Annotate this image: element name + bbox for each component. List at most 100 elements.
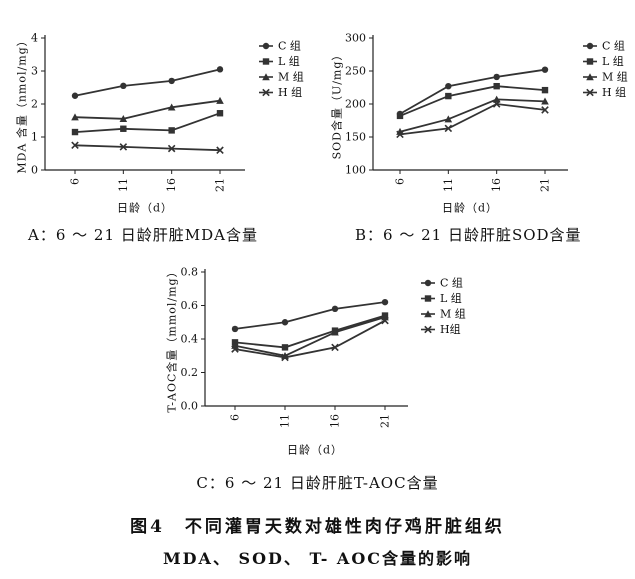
panel-c-y-tick-label: 0.8 bbox=[181, 266, 199, 279]
panel-c-series-2-legend-marker bbox=[424, 295, 432, 302]
panel-c-series-3-line bbox=[234, 316, 386, 357]
panel-c-series-4-point bbox=[281, 353, 289, 362]
panel-b-x-axis-label: 日龄（d） bbox=[442, 201, 498, 215]
panel-c-series-4-legend-label: H组 bbox=[440, 322, 461, 336]
panel-c-x-tick-label: 16 bbox=[329, 414, 342, 428]
panel-c-series-4-legend-marker bbox=[424, 325, 432, 334]
panel-a-y-tick-label: 3 bbox=[31, 65, 38, 78]
panel-c-series-4-line bbox=[234, 319, 386, 359]
panel-b-series-1-point bbox=[541, 66, 549, 73]
panel-c-series-3-point bbox=[331, 328, 339, 336]
panel-b-y-tick-label: 250 bbox=[345, 65, 366, 78]
panel-a-series-1-point bbox=[216, 66, 224, 73]
panel-a-series-1-legend-marker bbox=[262, 42, 270, 50]
panel-a-caption: A：6 ～ 21 日龄肝脏MDA含量 bbox=[28, 226, 258, 244]
panel-b-series-2-line bbox=[399, 85, 546, 117]
figure-title-line-2: MDA、 SOD、 T- AOC含量的影响 bbox=[162, 549, 473, 568]
panel-a-series-3-point bbox=[167, 103, 176, 111]
panel-c-x-tick-label: 11 bbox=[279, 414, 292, 428]
panel-b-series-4-legend-marker bbox=[586, 88, 594, 97]
panel-c-series-1-point bbox=[381, 298, 389, 306]
panel-c-series-2-point bbox=[281, 344, 289, 351]
panel-a-x-tick-label: 21 bbox=[214, 178, 227, 192]
panel-a-series-1-point bbox=[168, 77, 175, 85]
panel-c-y-tick-label: 0.6 bbox=[181, 299, 199, 312]
panel-c-series-4-point bbox=[331, 343, 339, 352]
panel-c-series-4-point bbox=[381, 316, 389, 325]
panel-a-series-1-line bbox=[74, 68, 221, 97]
panel-b-x-tick-label: 16 bbox=[490, 178, 503, 192]
panel-c-series-1-point bbox=[331, 305, 339, 313]
panel-a-series-1-point bbox=[120, 82, 127, 90]
panel-a-series-4-legend-marker bbox=[262, 88, 270, 97]
panel-a-x-tick-label: 6 bbox=[69, 178, 82, 185]
panel-c-y-axis-label: T-AOC含量（mmol/mg） bbox=[165, 265, 179, 412]
panel-a-y-tick-label: 4 bbox=[31, 32, 38, 45]
panel-a-series-2-line bbox=[74, 112, 221, 133]
panel-a-series-3-point bbox=[216, 96, 224, 104]
panel-b-series-2-legend-marker bbox=[586, 58, 594, 65]
panel-b-series-4-point bbox=[492, 100, 501, 108]
panel-b-series-3-point bbox=[541, 97, 549, 105]
panel-c-y-tick-label: 0.4 bbox=[181, 333, 199, 346]
panel-a-y-tick-label: 1 bbox=[31, 131, 38, 144]
panel-a-y-tick-label: 2 bbox=[31, 98, 38, 111]
panel-b-series-2-legend-label: L 组 bbox=[602, 54, 624, 68]
panel-c-y-tick-label: 0.2 bbox=[181, 366, 199, 379]
panel-b-series-3-legend-marker bbox=[586, 73, 594, 81]
panel-c-chart: 0.0 0.2 0.4 0.6 0.8 6 11 16 21 日龄（d） T-AOC含量（mmol/… bbox=[165, 265, 466, 456]
panel-a-x-tick-label: 11 bbox=[117, 178, 130, 192]
panel-b-y-tick-label: 150 bbox=[345, 131, 366, 144]
panel-b-series-3-legend-label: M 组 bbox=[602, 70, 628, 84]
panel-a-series-4-legend-label: H 组 bbox=[278, 85, 302, 99]
panel-b-series-2-point bbox=[493, 82, 500, 90]
panel-c-series-1-point bbox=[231, 325, 239, 333]
panel-c-caption: C：6 ～ 21 日龄肝脏T-AOC含量 bbox=[196, 474, 439, 492]
panel-c-series-1-line bbox=[234, 301, 386, 330]
panel-b-series-3-point bbox=[492, 95, 501, 103]
panel-b-series-1-line bbox=[399, 68, 546, 115]
panel-b-series-1-point bbox=[493, 73, 500, 81]
panel-b-series-1-point bbox=[445, 82, 452, 90]
panel-c-y-tick-label: 0.0 bbox=[181, 400, 199, 413]
panel-b-series-3-line bbox=[399, 98, 546, 133]
panel-c-series-4-point bbox=[231, 345, 239, 353]
panel-a-series-2-point bbox=[120, 125, 127, 132]
panel-a-series-3-legend-marker bbox=[262, 73, 270, 81]
panel-a-series-2-point bbox=[216, 110, 224, 117]
panel-a-series-2-point bbox=[71, 128, 79, 136]
panel-a-series-2-legend-marker bbox=[262, 58, 270, 65]
panel-c-x-tick-label: 21 bbox=[379, 414, 392, 428]
panel-a-series-3-point bbox=[71, 113, 79, 121]
panel-b-y-axis-label: SOD含量（U/mg） bbox=[330, 49, 344, 160]
panel-c-series-2-line bbox=[234, 314, 386, 349]
panel-b-series-4-legend-label: H 组 bbox=[602, 85, 626, 99]
figure-title-line-1: 图4 不同灌胃天数对雄性肉仔鸡肝脏组织 bbox=[130, 517, 505, 537]
panel-b-x-tick-label: 21 bbox=[539, 178, 552, 192]
panel-c-series-1-point bbox=[281, 319, 289, 326]
panel-a-series-2-point bbox=[168, 127, 175, 134]
panel-a-series-1-point bbox=[71, 92, 79, 99]
panel-c-series-3-legend-marker bbox=[424, 310, 432, 318]
panel-a-series-4-point bbox=[119, 143, 128, 151]
panel-a-series-4-point bbox=[71, 141, 79, 150]
panel-b-series-2-point bbox=[541, 86, 549, 94]
panel-b-y-tick-label: 200 bbox=[345, 98, 366, 111]
panel-b-series-3-point bbox=[444, 115, 453, 123]
panel-b-x-tick-label: 6 bbox=[394, 178, 407, 185]
panel-a-series-4-point bbox=[167, 144, 176, 153]
panel-a-chart: 0 1 2 3 4 6 11 16 21 日龄（d） MDA 含量（nmol/mg） C 组L 组 M … bbox=[15, 32, 304, 215]
panel-b-series-4-point bbox=[541, 106, 549, 114]
panel-b-series-4-line bbox=[399, 103, 546, 136]
panel-b-series-1-legend-label: C 组 bbox=[602, 39, 625, 53]
panel-c-x-tick-label: 6 bbox=[229, 414, 242, 421]
panel-b-series-1-legend-marker bbox=[586, 42, 594, 50]
panel-b-chart: 100 150 200 250 300 6 11 16 21 日龄（d） SOD含量（U/mg） C … bbox=[330, 32, 628, 215]
panel-a-series-4-point bbox=[216, 146, 224, 154]
panel-a-x-tick-label: 16 bbox=[165, 178, 178, 192]
panel-b-y-tick-label: 300 bbox=[345, 32, 366, 45]
panel-b-caption: B：6 ～ 21 日龄肝脏SOD含量 bbox=[355, 226, 582, 244]
panel-c-series-1-legend-label: C 组 bbox=[440, 276, 463, 290]
